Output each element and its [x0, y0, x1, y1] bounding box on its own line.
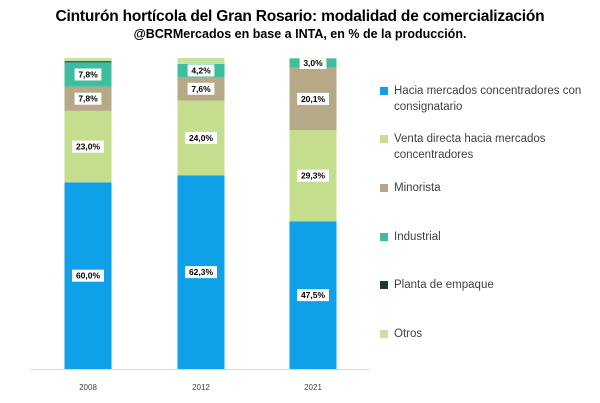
data-label: 4,2% [191, 65, 211, 75]
legend-swatch [380, 330, 388, 338]
data-label: 24,0% [189, 133, 214, 143]
data-label-background [187, 82, 215, 95]
data-label: 7,8% [78, 69, 98, 79]
data-label-background [299, 56, 327, 69]
data-label: 29,3% [301, 171, 326, 181]
legend-label: Hacia mercados concentradores con consig… [394, 85, 582, 113]
data-label-background [74, 92, 102, 105]
data-label: 20,1% [301, 94, 326, 104]
legend-label: Planta de empaque [394, 279, 494, 291]
data-label: 62,3% [189, 267, 214, 277]
legend-swatch [380, 281, 388, 289]
legend-label: Industrial [394, 231, 441, 243]
data-label-background [72, 269, 104, 282]
data-label-background [297, 289, 329, 302]
legend-swatch [380, 184, 388, 192]
data-label-background [72, 140, 104, 153]
data-label: 3,0% [303, 58, 323, 68]
legend-swatch [380, 233, 388, 241]
legend-label: Minorista [394, 182, 441, 194]
data-label-background [185, 266, 217, 279]
legend-swatch [380, 135, 388, 143]
bar-segment [177, 58, 225, 64]
data-label-background [297, 169, 329, 182]
chart-subtitle: @BCRMercados en base a INTA, en % de la … [133, 27, 467, 41]
x-tick-label: 2012 [192, 383, 210, 392]
legend-swatch [380, 87, 388, 95]
chart-title: Cinturón hortícola del Gran Rosario: mod… [55, 8, 545, 25]
data-label-background [74, 68, 102, 81]
data-label: 60,0% [76, 271, 101, 281]
bar-segment [64, 61, 112, 63]
bar-segment [64, 58, 112, 62]
data-label-background [185, 131, 217, 144]
x-tick-label: 2008 [79, 383, 97, 392]
data-label: 7,8% [78, 94, 98, 104]
x-tick-label: 2021 [304, 383, 322, 392]
legend-label: Venta directa hacia mercados concentrado… [394, 133, 546, 161]
data-label: 47,5% [301, 290, 326, 300]
data-label-background [187, 64, 215, 77]
legend-label: Otros [394, 328, 423, 340]
data-label: 7,6% [191, 84, 211, 94]
data-label: 23,0% [76, 142, 101, 152]
data-label-background [297, 92, 329, 105]
